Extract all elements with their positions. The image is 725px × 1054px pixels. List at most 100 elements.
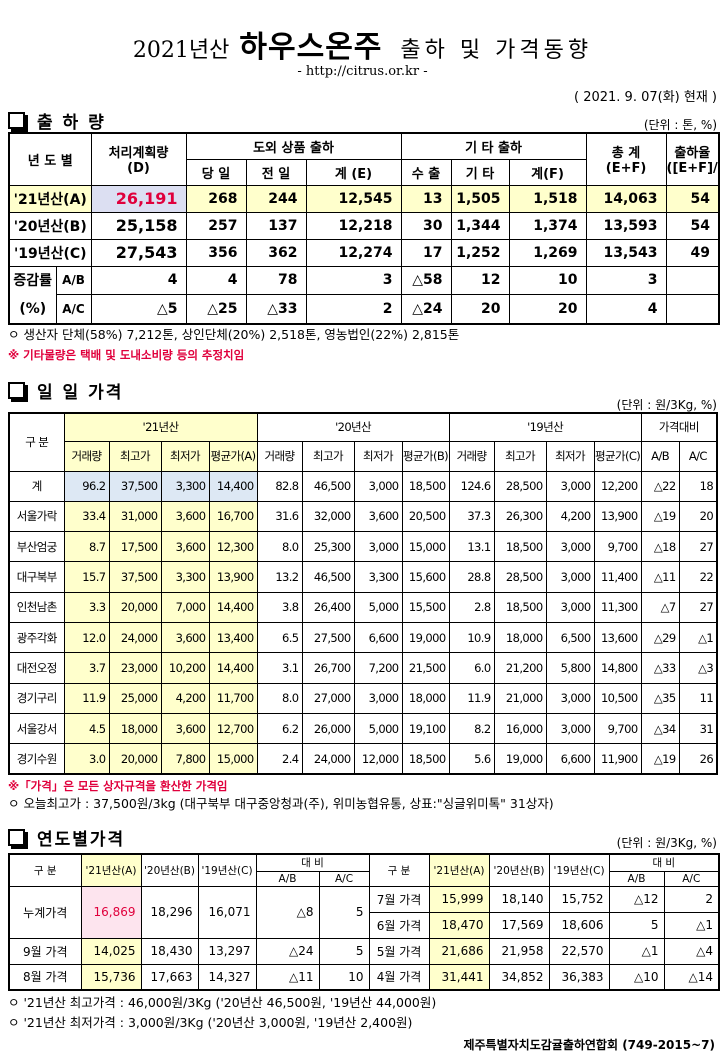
note: ㅇ '21년산 최저가격 : 3,000원/3Kg ('20년산 3,000원,… [8,1015,413,1030]
cell: △34 [640,712,680,745]
cell: 거래량 [256,440,303,472]
cell: A/B [640,440,680,472]
row: A/B A/C A/B A/C [9,870,720,887]
cell: 인천남촌 [8,591,65,623]
cell: 257 [185,211,247,240]
cell: 구 분 [8,853,82,887]
cell: 1,252 [450,238,510,267]
cell: 대구북부 [8,561,65,593]
cell: '20년산(B) [8,211,92,240]
row: 거래량 최고가 최저가 평균가(A) 거래량 최고가 최저가 평균가(B) 거래량 최고가 최저가 평… [9,440,718,472]
cell: 3.7 [63,652,110,684]
cell: 계(F) [508,158,587,186]
note: ㅇ '21년산 최고가격 : 46,000원/3Kg ('20년산 46,500… [8,995,437,1010]
row: 서울가락 33.4 31,000 3,600 16,700 31.6 32,000 3,600… [8,500,718,533]
cell: 12,545 [305,184,402,213]
cell: 31.6 [256,500,303,533]
row: 대전오정 3.7 23,000 10,200 14,400 3.1 26,700 7,200 2… [8,652,718,684]
cell: 3.8 [256,591,303,623]
cell: 12,700 [208,712,258,745]
cell: 21,686 [428,937,490,965]
cell: 15,600 [401,561,450,593]
cell: A/B [255,870,320,887]
cell: A/B [55,265,92,296]
cell: 구 분 [368,853,430,887]
note: ※ 기타물량은 택배 및 도내소비량 등의 추정치임 [8,348,245,362]
row: '21년산(A) 26,191 268 244 12,545 13 1,505 1,518 14… [8,184,720,213]
cell-line: 증감률 [13,272,53,289]
cell: 15,999 [428,885,490,913]
cell: 서울가락 [8,500,65,533]
cell: 8월 가격 [8,963,82,991]
cell: 8.0 [256,531,303,563]
cell: 11,700 [208,682,258,714]
cell: '20년산(B) [488,853,550,887]
cell: 3,000 [545,470,595,502]
cell: 15,500 [401,591,450,623]
cell: 21,500 [401,652,450,684]
cell-line: ([E+F]/D) [666,161,718,177]
cell: 7월 가격 [368,885,430,913]
cell: 2.4 [256,743,303,775]
cell: 4,200 [545,500,595,533]
cell: 37,500 [108,470,162,502]
title: 2021년산 하우스온주 출하 및 가격동향 [0,22,725,66]
section-heading: 출 하 량 [8,108,106,133]
cell: 18,500 [493,591,547,623]
row: 인천남촌 3.3 20,000 7,000 14,400 3.8 26,400 5,000 15… [8,591,718,623]
cell: 16,700 [208,500,258,533]
cell: 18,606 [548,911,610,939]
cell: 기 타 출하 [400,132,587,160]
cell: 18,430 [140,937,199,965]
cell: △10 [608,963,665,991]
cell: 8.2 [448,712,495,745]
cell: 20 [450,294,510,324]
cell: △1 [608,937,665,965]
title-subject: 출하 및 가격동향 [400,38,593,63]
cell: 처리계획량 (D) [90,132,187,186]
cell: 27,500 [301,621,355,654]
cell: 최저가 [160,440,210,472]
section-heading: 일 일 가격 [8,378,123,403]
row: 경기수원 3.0 20,000 7,800 15,000 2.4 24,000 12,000 1… [8,743,718,775]
cell: 대전오정 [8,652,65,684]
cell: △24 [400,294,452,324]
cell: 20,000 [108,591,162,623]
cell: 54 [665,184,720,213]
cell: 54 [665,211,720,240]
cell: △29 [640,621,680,654]
cell: 4 [90,265,187,296]
cell: 11 [678,682,718,714]
cell: 3,000 [353,531,403,563]
cell: 12,000 [353,743,403,775]
row: 서울강서 4.5 18,000 3,600 12,700 6.2 26,000 5,000 19… [8,712,718,745]
cell: △58 [400,265,452,296]
cell: 10 [318,963,370,991]
cell: 28.8 [448,561,495,593]
cell: 13,593 [585,211,667,240]
cell: 13.1 [448,531,495,563]
cell: △24 [255,937,320,965]
title-product: 하우스온주 [239,30,383,65]
cell: 최고가 [493,440,547,472]
cell: 최고가 [301,440,355,472]
cell: 9,700 [593,712,642,745]
cell: 3,300 [160,561,210,593]
cell: A/C [678,440,718,472]
title-year: 2021년산 [132,38,230,63]
note: ㅇ 생산자 단체(58%) 7,212톤, 상인단체(20%) 2,518톤, … [8,327,460,342]
cell: 대 비 [608,853,720,872]
cell: 계 [8,470,65,502]
cell: 11.9 [63,682,110,714]
cell: △35 [640,682,680,714]
cell-line: 출하율 [674,146,711,162]
cell: 24,000 [301,743,355,775]
cell: 18,000 [493,621,547,654]
cell: 3.0 [63,743,110,775]
cell: 15,736 [80,963,142,991]
cell: 계 (E) [305,158,402,186]
row: 6월 가격 18,470 17,569 18,606 5 △1 [9,911,720,939]
cell: 3 [585,265,667,296]
cell: 362 [245,238,307,267]
